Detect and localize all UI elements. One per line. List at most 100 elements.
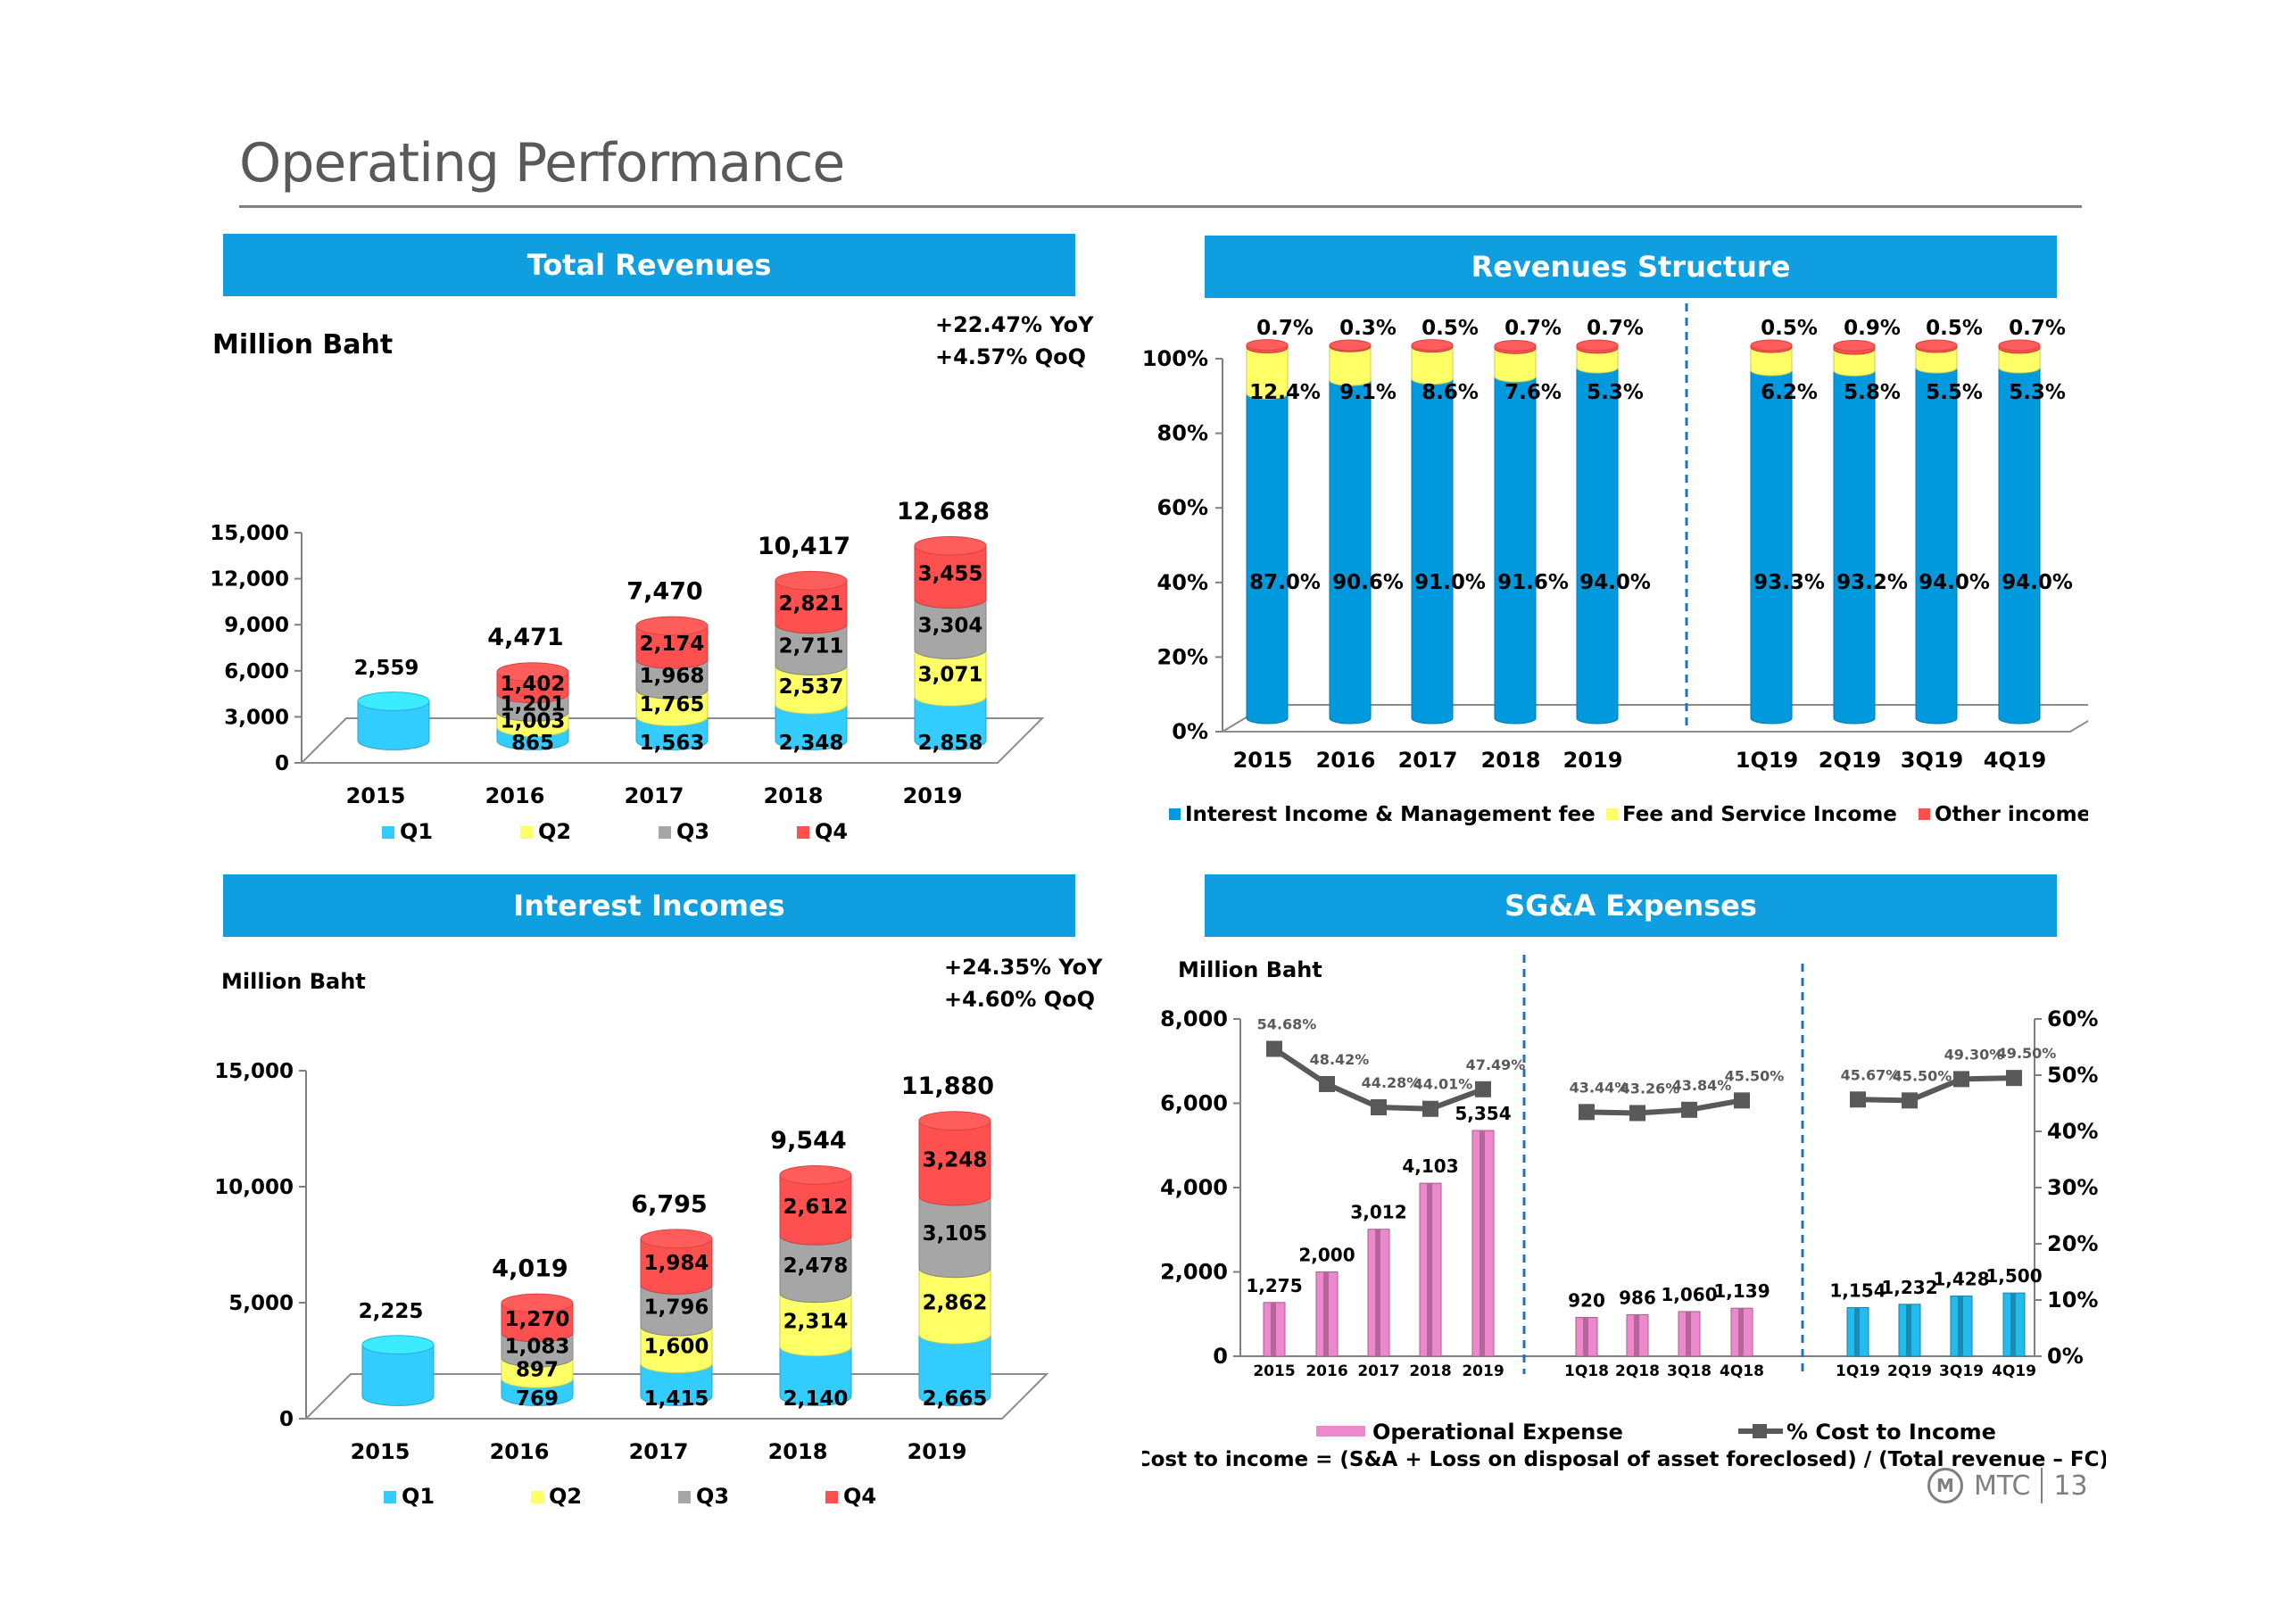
data-label: 1,402 — [501, 673, 566, 696]
bar-segment-top — [775, 570, 848, 591]
y-tick-label: 0 — [275, 752, 289, 775]
x-tick-label: 2018 — [768, 1439, 828, 1464]
legend-swatch — [382, 826, 394, 839]
line-series — [1586, 1097, 1743, 1116]
legend-label: Q4 — [843, 1484, 876, 1509]
x-tick-label: 2017 — [1357, 1362, 1399, 1380]
bar-segment — [1411, 346, 1454, 385]
data-label: 1,600 — [644, 1335, 709, 1358]
bar-group — [1576, 339, 1619, 725]
bar-segment-top — [1494, 339, 1537, 352]
x-tick-label: 2017 — [1398, 748, 1458, 773]
bar-group — [1411, 339, 1454, 725]
bar-segment — [918, 1120, 991, 1206]
legend-label: Q2 — [538, 819, 571, 844]
data-label: 0.7% — [2009, 317, 2066, 340]
x-tick-label: 2018 — [1481, 748, 1541, 773]
data-label: 3,248 — [923, 1148, 988, 1172]
bar-segment — [779, 1346, 852, 1406]
bar-segment — [1998, 367, 2041, 725]
line-marker — [1629, 1105, 1645, 1122]
data-label: 2,140 — [783, 1387, 849, 1411]
line-label: 49.30% — [1944, 1046, 2004, 1063]
line-label: 45.50% — [1725, 1067, 1785, 1084]
bar-segment-top — [1329, 339, 1372, 352]
data-label: 91.6% — [1497, 571, 1569, 594]
data-label: 5.3% — [1587, 381, 1644, 404]
x-tick-label: 4Q19 — [1992, 1362, 2036, 1380]
x-tick-label: 4Q18 — [1720, 1362, 1764, 1380]
data-label: 5.5% — [1926, 381, 1983, 404]
bar-shade — [1634, 1314, 1639, 1356]
total-revenues-chart: Million Baht +22.47% YoY +4.57% QoQ 0 3,000 6… — [210, 312, 1094, 844]
banner-revenues-structure: Revenues Structure — [1205, 236, 2057, 298]
x-tick-label: 2017 — [625, 783, 684, 808]
line-marker — [1953, 1071, 1969, 1088]
total-label: 9,544 — [770, 1127, 846, 1155]
bar-segment — [1750, 346, 1793, 377]
growth-note: +24.35% YoY — [944, 955, 1103, 980]
legend-label: Interest Income & Management fee — [1185, 803, 1596, 826]
data-label: 2,821 — [779, 592, 844, 616]
legend-swatch — [531, 1491, 543, 1503]
bar-segment-top — [1750, 339, 1793, 352]
x-tick-label: 2019 — [908, 1439, 967, 1464]
data-label: 1,500 — [1985, 1265, 2042, 1287]
data-label: 0.5% — [1422, 317, 1479, 340]
legend-label: Q4 — [815, 819, 848, 844]
data-label: 2,711 — [779, 635, 844, 658]
bar-segment — [918, 1267, 991, 1345]
y-tick-label: 20% — [1157, 644, 1208, 669]
bar-shade — [1480, 1130, 1485, 1356]
footer-brand: M MTC 13 — [1927, 1468, 2088, 1503]
data-label: 2,478 — [783, 1255, 849, 1278]
x-tick-label: 2015 — [351, 1439, 410, 1464]
data-label: 3,455 — [918, 562, 983, 585]
bar-segment — [501, 1303, 574, 1343]
bar-segment — [1411, 378, 1454, 725]
data-label: 1,232 — [1881, 1277, 1937, 1298]
bar-segment — [635, 658, 709, 700]
legend-label: % Cost to Income — [1786, 1420, 1996, 1445]
bar-segment-top — [918, 1111, 991, 1131]
growth-note: +4.57% QoQ — [935, 344, 1086, 369]
bar-group — [496, 662, 569, 750]
revenues-structure-chart: 0% 20% 40% 60% 80% 100% 87.0% 12.4% 0.7% 2015 90.6… — [1142, 303, 2088, 826]
y-tick-label: 6,000 — [224, 660, 289, 683]
data-label: 8.6% — [1422, 381, 1479, 404]
x-tick-label: 3Q18 — [1667, 1362, 1712, 1380]
bar-segment-top — [1246, 339, 1289, 352]
line-label: 43.84% — [1672, 1077, 1732, 1094]
unit-label: Million Baht — [221, 969, 366, 994]
data-label: 1,796 — [644, 1296, 709, 1319]
legend-swatch — [1316, 1426, 1365, 1437]
mtc-logo-icon: M — [1927, 1468, 1963, 1503]
data-label: 3,304 — [918, 615, 983, 638]
y-tick-label-right: 20% — [2047, 1231, 2098, 1256]
bar-segment — [1576, 367, 1619, 725]
y-tick-label: 5,000 — [228, 1292, 294, 1315]
legend-swatch — [678, 1491, 691, 1503]
x-tick-label: 2019 — [903, 783, 963, 808]
x-tick-label: 2015 — [346, 783, 406, 808]
unit-label: Million Baht — [1178, 957, 1322, 982]
data-label: 1,154 — [1829, 1279, 1886, 1301]
bar-segment — [640, 1362, 713, 1406]
line-label: 44.01% — [1413, 1076, 1473, 1093]
bar-segment-top — [914, 535, 987, 556]
bar-segment — [779, 1235, 852, 1304]
bar-group — [1915, 339, 1958, 725]
bar-group — [1246, 339, 1289, 725]
bar-segment — [918, 1334, 991, 1406]
y-tick-label: 6,000 — [1160, 1091, 1228, 1116]
data-label: 0.9% — [1844, 317, 1901, 340]
line-label: 45.67% — [1841, 1066, 1901, 1083]
legend-swatch — [384, 1491, 396, 1503]
legend-label: Operational Expense — [1372, 1420, 1623, 1445]
line-label: 48.42% — [1310, 1051, 1370, 1068]
data-label: 769 — [516, 1387, 559, 1411]
bar-segment — [635, 625, 709, 669]
data-label: 1,003 — [501, 709, 566, 733]
x-tick-label: 4Q19 — [1984, 748, 2047, 773]
bar-segment-top — [501, 1293, 574, 1313]
